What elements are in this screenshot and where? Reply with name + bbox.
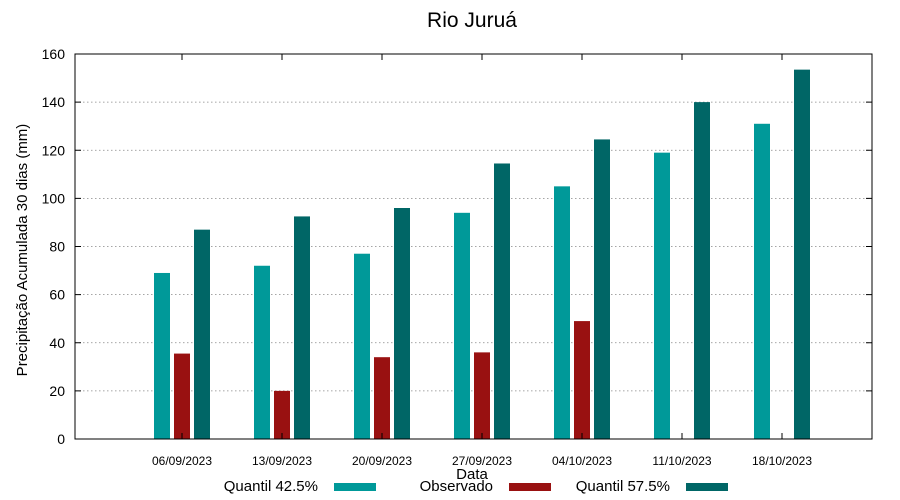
- y-tick-label: 40: [49, 335, 65, 351]
- bar-observado: [374, 357, 390, 439]
- bar-observado: [474, 352, 490, 439]
- legend-swatch: [334, 483, 376, 491]
- bar-observado: [174, 353, 190, 439]
- bar-quantil-57-5-: [294, 216, 310, 439]
- x-tick-label: 13/09/2023: [252, 454, 312, 468]
- x-tick-label: 04/10/2023: [552, 454, 612, 468]
- bar-quantil-42-5-: [154, 272, 170, 439]
- bar-quantil-42-5-: [354, 253, 370, 439]
- bar-quantil-57-5-: [794, 69, 810, 439]
- chart-title: Rio Juruá: [427, 9, 517, 32]
- legend-label: Quantil 42.5%: [224, 478, 318, 495]
- x-tick-label: 06/09/2023: [152, 454, 212, 468]
- y-tick-label: 20: [49, 383, 65, 399]
- y-tick-label: 140: [42, 94, 66, 110]
- bar-quantil-57-5-: [594, 139, 610, 439]
- legend: Quantil 42.5% Observado Quantil 57.5%: [224, 478, 728, 495]
- legend-label: Quantil 57.5%: [576, 478, 670, 495]
- y-tick-label: 60: [49, 287, 65, 303]
- bar-quantil-57-5-: [694, 102, 710, 439]
- y-axis: 0 20 40 60 80 100 120 140 160: [42, 46, 872, 447]
- y-tick-label: 80: [49, 239, 65, 255]
- y-axis-label: Precipitação Acumulada 30 dias (mm): [14, 124, 31, 377]
- bar-quantil-57-5-: [194, 229, 210, 439]
- legend-swatch: [686, 483, 728, 491]
- bar-quantil-42-5-: [654, 152, 670, 439]
- legend-swatch: [509, 483, 551, 491]
- bar-quantil-57-5-: [494, 163, 510, 439]
- bar-observado: [574, 321, 590, 439]
- bar-quantil-42-5-: [554, 186, 570, 439]
- x-tick-label: 20/09/2023: [352, 454, 412, 468]
- x-tick-label: 11/10/2023: [652, 454, 711, 468]
- x-axis-label: Data: [456, 466, 488, 483]
- y-tick-label: 160: [42, 46, 66, 62]
- x-tick-label: 27/09/2023: [452, 454, 512, 468]
- bar-quantil-57-5-: [394, 208, 410, 439]
- x-axis: 06/09/2023 13/09/2023 20/09/2023 27/09/2023…: [152, 54, 812, 468]
- bar-observado: [274, 390, 290, 439]
- bar-quantil-42-5-: [454, 212, 470, 439]
- bars: [154, 69, 810, 439]
- bar-quantil-42-5-: [254, 265, 270, 439]
- bar-quantil-42-5-: [754, 123, 770, 439]
- y-tick-label: 100: [42, 190, 66, 206]
- y-tick-label: 0: [57, 431, 65, 447]
- x-tick-label: 18/10/2023: [752, 454, 812, 468]
- legend-label: Observado: [420, 478, 493, 495]
- y-tick-label: 120: [42, 142, 66, 158]
